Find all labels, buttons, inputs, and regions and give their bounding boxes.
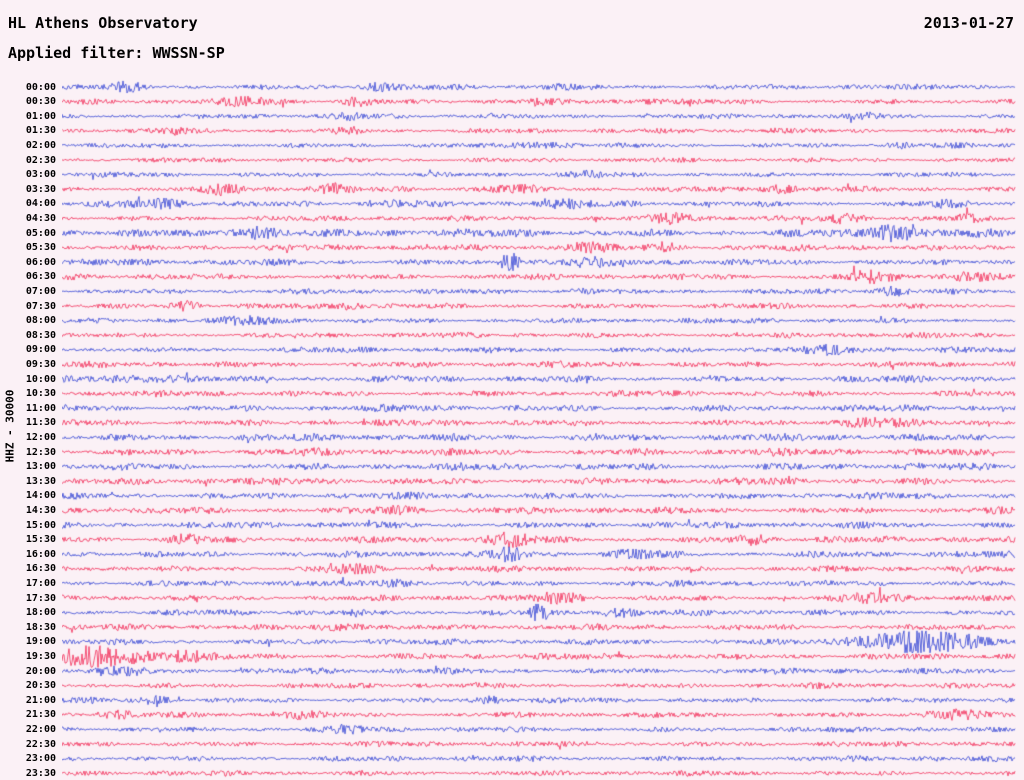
time-label: 18:30: [25, 621, 56, 633]
time-label: 23:30: [25, 767, 56, 779]
time-label: 01:00: [25, 110, 56, 122]
time-label: 12:00: [25, 431, 56, 443]
time-axis: 00:00 00:30 01:00 01:30 02:00 02:30 03:00 03:30…: [0, 78, 58, 780]
date-label: 2013-01-27: [923, 14, 1014, 32]
time-label: 22:00: [25, 723, 56, 735]
time-label: 15:30: [25, 534, 56, 546]
time-label: 08:30: [25, 329, 56, 341]
time-label: 22:30: [25, 738, 56, 750]
time-label: 10:30: [25, 388, 56, 400]
time-label: 09:00: [25, 344, 56, 356]
time-label: 02:00: [25, 139, 56, 151]
time-label: 06:30: [25, 271, 56, 283]
time-label: 02:30: [25, 154, 56, 166]
time-label: 15:00: [25, 519, 56, 531]
time-label: 23:00: [25, 753, 56, 765]
time-label: 17:30: [25, 592, 56, 604]
time-label: 10:00: [25, 373, 56, 385]
time-label: 04:00: [25, 198, 56, 210]
helicorder-plot: HHZ - 30000 00:00 00:30 01:00 01:30 02:00 02:…: [0, 78, 1024, 780]
time-label: 06:00: [25, 256, 56, 268]
time-label: 14:00: [25, 490, 56, 502]
time-label: 03:30: [25, 183, 56, 195]
time-label: 03:00: [25, 169, 56, 181]
time-label: 13:30: [25, 475, 56, 487]
time-label: 19:30: [25, 650, 56, 662]
time-label: 21:00: [25, 694, 56, 706]
time-label: 19:00: [25, 636, 56, 648]
time-label: 01:30: [25, 125, 56, 137]
time-label: 07:00: [25, 285, 56, 297]
time-label: 13:00: [25, 461, 56, 473]
seismogram-trace-canvas: [62, 78, 1016, 780]
time-label: 14:30: [25, 504, 56, 516]
time-label: 11:30: [25, 417, 56, 429]
time-label: 00:00: [25, 81, 56, 93]
time-label: 09:30: [25, 358, 56, 370]
time-label: 08:00: [25, 315, 56, 327]
time-label: 20:00: [25, 665, 56, 677]
time-label: 05:00: [25, 227, 56, 239]
time-label: 18:00: [25, 607, 56, 619]
time-label: 04:30: [25, 212, 56, 224]
time-label: 21:30: [25, 709, 56, 721]
header: HL Athens Observatory 2013-01-27: [8, 14, 1014, 32]
filter-label: Applied filter: WWSSN-SP: [8, 44, 225, 62]
time-label: 11:00: [25, 402, 56, 414]
time-label: 05:30: [25, 242, 56, 254]
time-label: 12:30: [25, 446, 56, 458]
time-label: 00:30: [25, 96, 56, 108]
time-label: 07:30: [25, 300, 56, 312]
time-label: 17:00: [25, 577, 56, 589]
time-label: 20:30: [25, 680, 56, 692]
time-label: 16:30: [25, 563, 56, 575]
time-label: 16:00: [25, 548, 56, 560]
station-title: HL Athens Observatory: [8, 14, 198, 32]
